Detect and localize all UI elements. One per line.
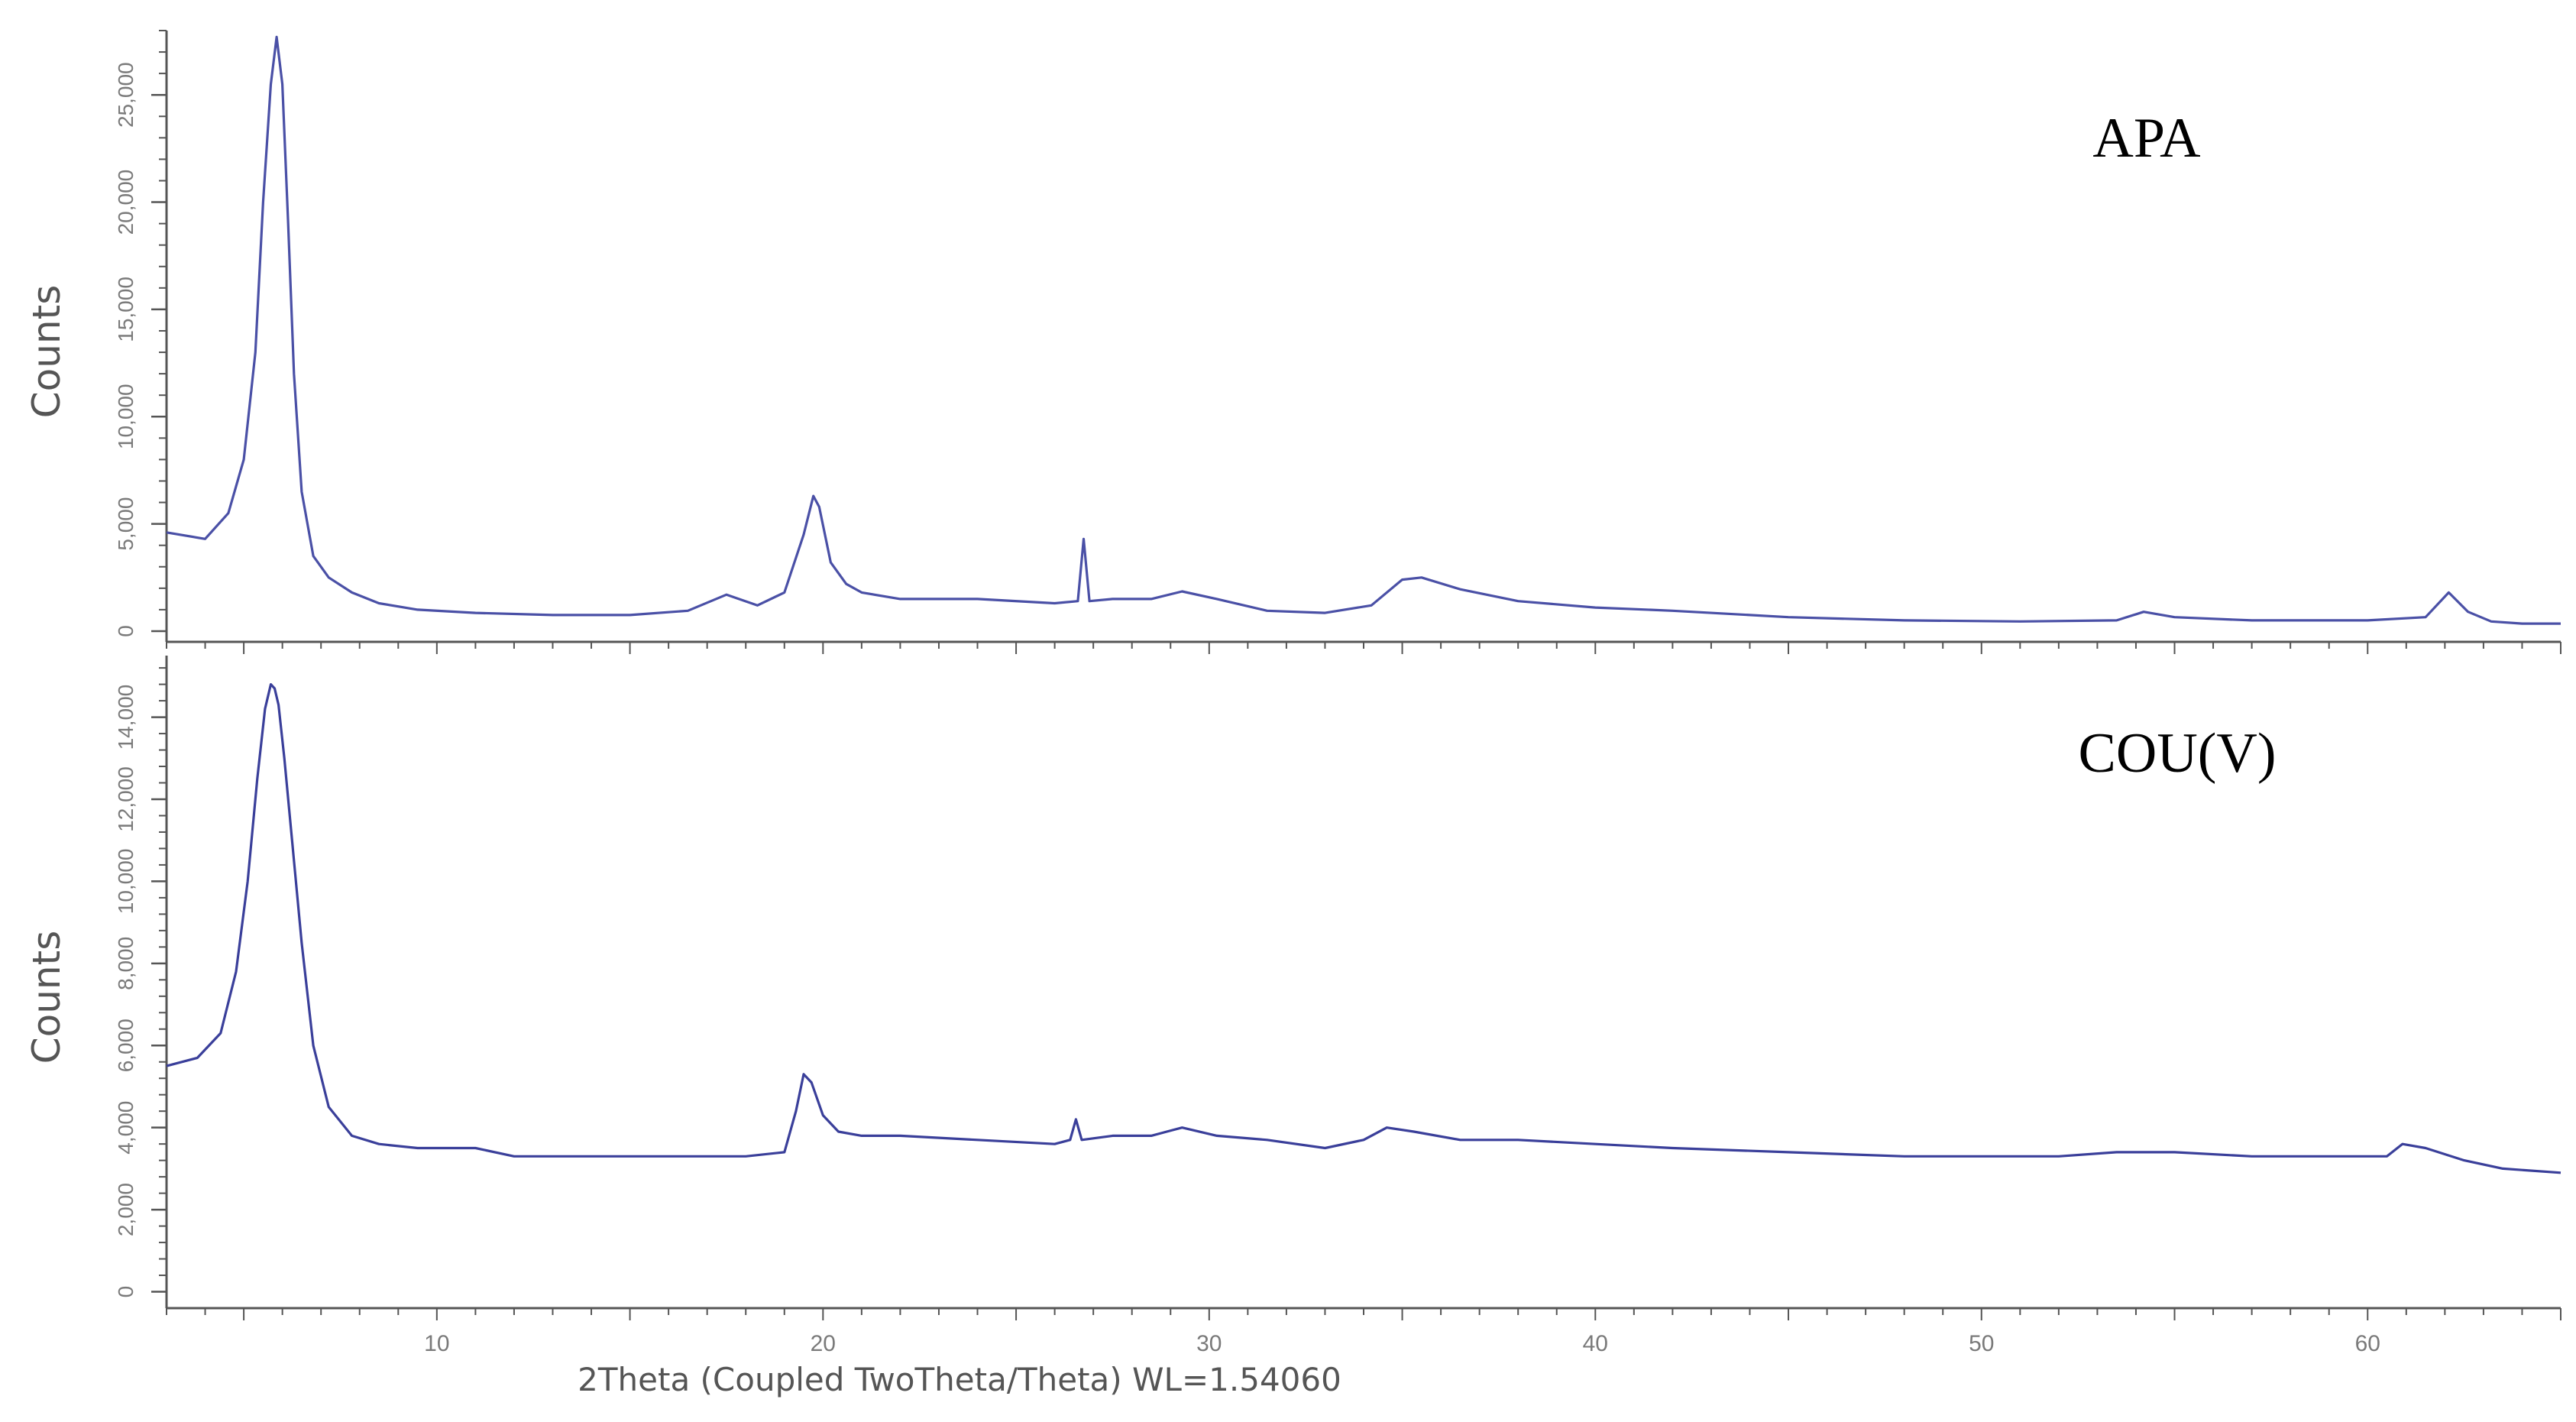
y-tick-label: 25,000 xyxy=(114,62,138,128)
y-tick-label: 4,000 xyxy=(114,1101,138,1155)
apa-panel: 0 5,000 10,000 15,000 20,000 25,000 Counts APA xyxy=(24,30,2561,654)
y-axis-title: Counts xyxy=(24,285,69,419)
y-tick-label: 6,000 xyxy=(114,1019,138,1072)
cou-panel: 0 2,000 4,000 6,000 8,000 10,000 12,000 14,000 1… xyxy=(24,656,2561,1356)
x-tick-label: 20 xyxy=(811,1331,836,1356)
y-tick-label: 8,000 xyxy=(114,937,138,990)
panel-label: COU(V) xyxy=(2079,722,2277,785)
panel-label: APA xyxy=(2092,107,2200,170)
x-tick-label: 40 xyxy=(1583,1331,1608,1356)
y-tick-label: 2,000 xyxy=(114,1183,138,1236)
y-tick-label: 5,000 xyxy=(114,497,138,551)
x-tick-label: 30 xyxy=(1196,1331,1222,1356)
x-tick-label: 50 xyxy=(1969,1331,1994,1356)
y-tick-label: 10,000 xyxy=(114,849,138,915)
x-tick-label: 10 xyxy=(424,1331,449,1356)
y-tick-label: 0 xyxy=(114,1286,138,1298)
y-tick-label: 15,000 xyxy=(114,277,138,342)
series-line xyxy=(166,35,2561,625)
y-tick-label: 0 xyxy=(114,625,138,637)
y-axis-title: Counts xyxy=(24,931,69,1064)
x-tick-label: 60 xyxy=(2355,1331,2380,1356)
y-tick-label: 14,000 xyxy=(114,685,138,750)
y-tick-label: 10,000 xyxy=(114,384,138,449)
y-tick-label: 20,000 xyxy=(114,170,138,235)
y-tick-label: 12,000 xyxy=(114,766,138,832)
series-line xyxy=(166,682,2561,1174)
x-axis-title: 2Theta (Coupled TwoTheta/Theta) WL=1.540… xyxy=(578,1361,1341,1398)
